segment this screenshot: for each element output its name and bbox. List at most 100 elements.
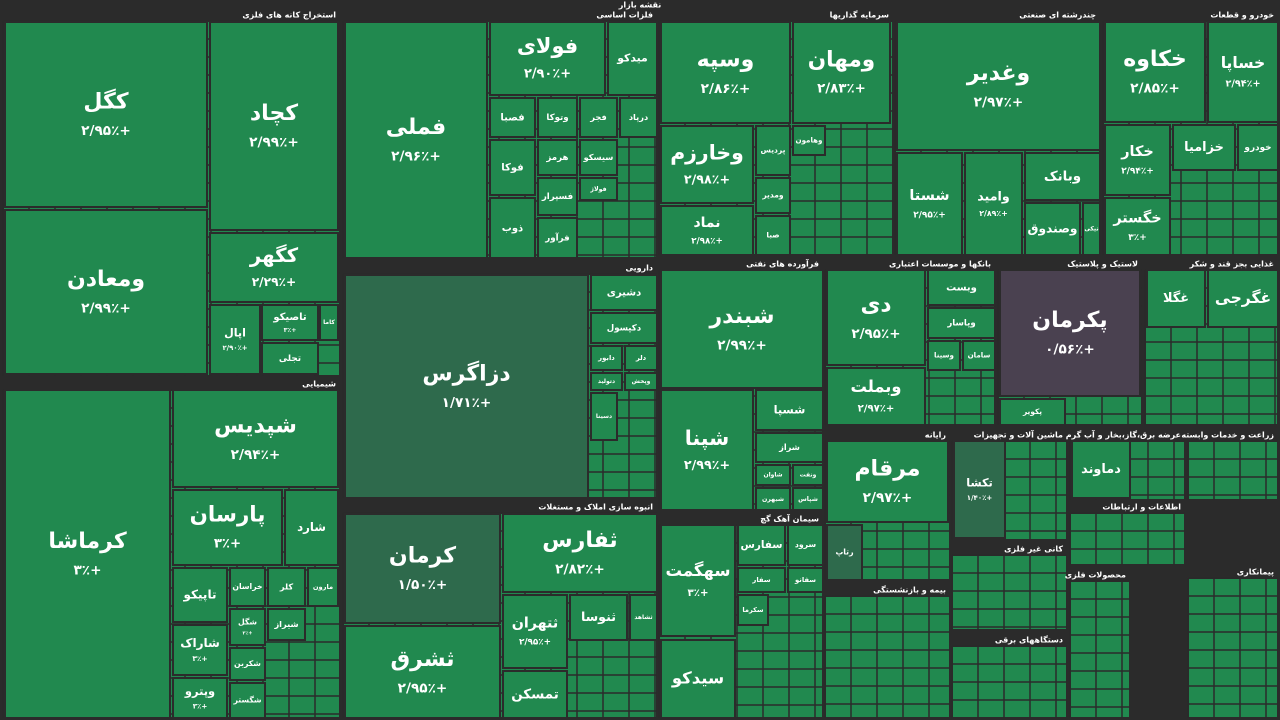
stock-change: +۲/۹۰٪ [222,344,247,352]
stock-tile [502,670,568,719]
stock-tile [1071,440,1131,499]
stock-tile [579,97,618,138]
stock-tile [590,345,623,371]
stock-name: ومهان [808,48,875,73]
stock-tile [1207,21,1279,123]
stock-name: خودرو [1243,143,1271,153]
stock-name: خساپا [1221,54,1266,73]
stock-name: خکار [1120,144,1154,160]
stock-name: سکرما [742,606,763,614]
stock-tile [660,389,754,511]
stock-change: +۳٪ [688,588,709,599]
stock-tile [537,217,578,259]
stock-name: کاما [323,319,335,326]
stock-name: نیکی [1084,226,1098,233]
stock-name: وبانک [1044,170,1081,185]
stock-name: شکربن [234,659,261,668]
stock-tile [489,139,536,196]
stock-name: تمسکن [511,688,559,703]
stock-change: +۲/۸۹٪ [979,209,1008,218]
stock-name: دکپسول [607,324,642,334]
stock-change: +۲/۹۸٪ [691,237,723,247]
stock-tile [737,594,769,626]
stock-name: وخارزم [670,140,744,164]
stock-change: +۳٪ [214,537,241,552]
stock-name: پارسان [190,503,266,528]
stock-tile [489,197,536,259]
stock-tile [755,487,791,511]
stock-name: کگهر [249,244,299,267]
sector-body [951,554,1068,631]
stock-tile [792,125,826,156]
stock-tile [896,152,963,256]
stock-change: +۲/۸۲٪ [555,562,605,578]
sector-title: ماشین آلات و تجهیزات [974,430,1063,440]
stock-name: دتولید [598,378,615,385]
stock-tile [755,177,791,214]
stock-name: دسینا [596,413,612,420]
stock-name: وپاسار [946,319,975,329]
stock-name: ثشرق [390,647,454,672]
sector-title: اطلاعات و ارتباطات [1102,503,1181,512]
sector-title: فرآورده های نفتی [746,259,819,269]
stock-change: +۲/۹۹٪ [249,135,299,151]
stock-tile [1082,202,1101,256]
stock-name: فصبا [500,113,524,124]
stock-name: تاصیکو [272,312,307,323]
stock-name: شبهرن [762,496,784,503]
stock-name: وپترو [184,684,215,698]
stock-change: +۲/۹۴٪ [1225,79,1260,90]
stock-tile [737,567,786,593]
stock-tile [624,372,658,391]
stock-change: +۳٪ [243,630,253,636]
stock-tile [502,594,568,669]
stock-name: ونفت [800,472,817,479]
stock-name: ثتهران [512,616,558,632]
stock-tile [344,625,501,719]
stock-change: +۲/۹۷٪ [858,404,895,415]
sector-title: بیمه و بازنشستگی [873,585,946,595]
stock-name: خگستر [1112,209,1161,227]
stock-change: +۳٪ [284,327,297,334]
stock-name: سفار [751,576,770,584]
stock-name: سفانو [794,576,816,584]
sector-title: شیمیایی [302,380,336,389]
stock-name: شپاس [798,496,818,503]
stock-name: مرقام [854,456,920,481]
sector-title: محصولات فلزی [1065,571,1126,580]
stock-name: خزامیا [1184,140,1224,155]
stock-tile [792,21,891,124]
stock-tile [579,139,618,176]
stock-name: وسینا [934,351,954,360]
stock-name: درپاد [629,112,648,123]
stock-tile [826,524,863,581]
stock-tile [4,389,171,719]
stock-change: +۱/۵۰٪ [398,577,448,593]
stock-change: +۲/۹۹٪ [81,301,131,317]
stock-tile [569,594,628,641]
stock-change: +۲/۹۷٪ [974,95,1024,111]
stock-tile [826,440,949,523]
stock-name: وبملت [851,377,902,396]
sector-title: رایانه [925,431,947,440]
stock-change: +۱/۴۰٪ [967,493,993,502]
stock-tile [1146,269,1206,328]
sector-body [1187,577,1279,719]
stock-change: +۱/۷۱٪ [442,395,492,411]
stock-change: +۲/۹۴٪ [1121,166,1154,176]
stock-name: مارون [313,583,333,591]
stock-name: شگستر [232,695,261,705]
stock-tile [229,567,266,607]
stock-name: وصندوق [1028,222,1078,236]
stock-name: کلر [279,582,293,593]
sector-body [1187,440,1279,501]
sector-title: چندرشته ای صنعتی [1019,11,1096,20]
stock-tile [489,97,536,138]
stock-tile [537,177,578,216]
stock-name: غگلا [1163,290,1189,306]
stock-tile [489,21,606,96]
stock-tile [172,567,228,623]
stock-tile [209,232,339,303]
stock-tile [755,464,791,486]
